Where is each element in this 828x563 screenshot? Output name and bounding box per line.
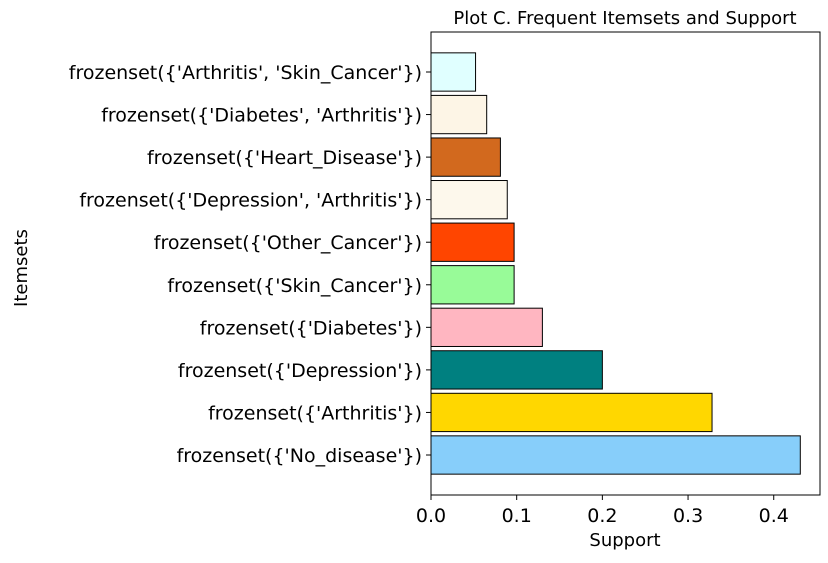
bar	[430, 435, 801, 475]
x-tick-label: 0.1	[502, 505, 532, 527]
y-tick-label: frozenset({'Arthritis'})	[208, 402, 422, 424]
y-tick-label: frozenset({'Other_Cancer'})	[154, 232, 422, 254]
y-tick-label: frozenset({'Depression', 'Arthritis'})	[79, 190, 422, 212]
bar	[430, 180, 508, 220]
axes-layer: frozenset({'No_disease'}) frozenset({'Art…	[69, 31, 821, 527]
bars-layer	[430, 52, 801, 475]
x-tick-label: 0.4	[759, 505, 789, 527]
bar	[430, 392, 713, 433]
plot-frame	[430, 31, 821, 496]
bar	[430, 94, 488, 135]
y-tick-label: frozenset({'Diabetes', 'Arthritis'})	[101, 105, 422, 127]
bar	[430, 222, 515, 262]
y-tick-label: frozenset({'Diabetes'})	[200, 317, 422, 339]
y-tick-label: frozenset({'No_disease'})	[177, 445, 422, 467]
x-axis-label: Support	[589, 530, 660, 551]
x-tick-label: 0.3	[673, 505, 703, 527]
bar	[430, 137, 501, 177]
bar	[430, 265, 515, 305]
y-axis-label: Itemsets	[11, 229, 32, 307]
bar	[430, 307, 543, 347]
y-tick-label: frozenset({'Skin_Cancer'})	[167, 275, 422, 297]
y-tick-label: frozenset({'Heart_Disease'})	[147, 147, 422, 169]
y-tick-label: frozenset({'Depression'})	[178, 360, 422, 382]
bar	[430, 52, 477, 92]
x-tick-label: 0.2	[587, 505, 617, 527]
y-tick-label: frozenset({'Arthritis', 'Skin_Cancer'})	[69, 62, 422, 84]
chart-title: Plot C. Frequent Itemsets and Support	[453, 8, 796, 29]
x-tick-label: 0.0	[416, 505, 446, 527]
bar	[430, 350, 603, 390]
